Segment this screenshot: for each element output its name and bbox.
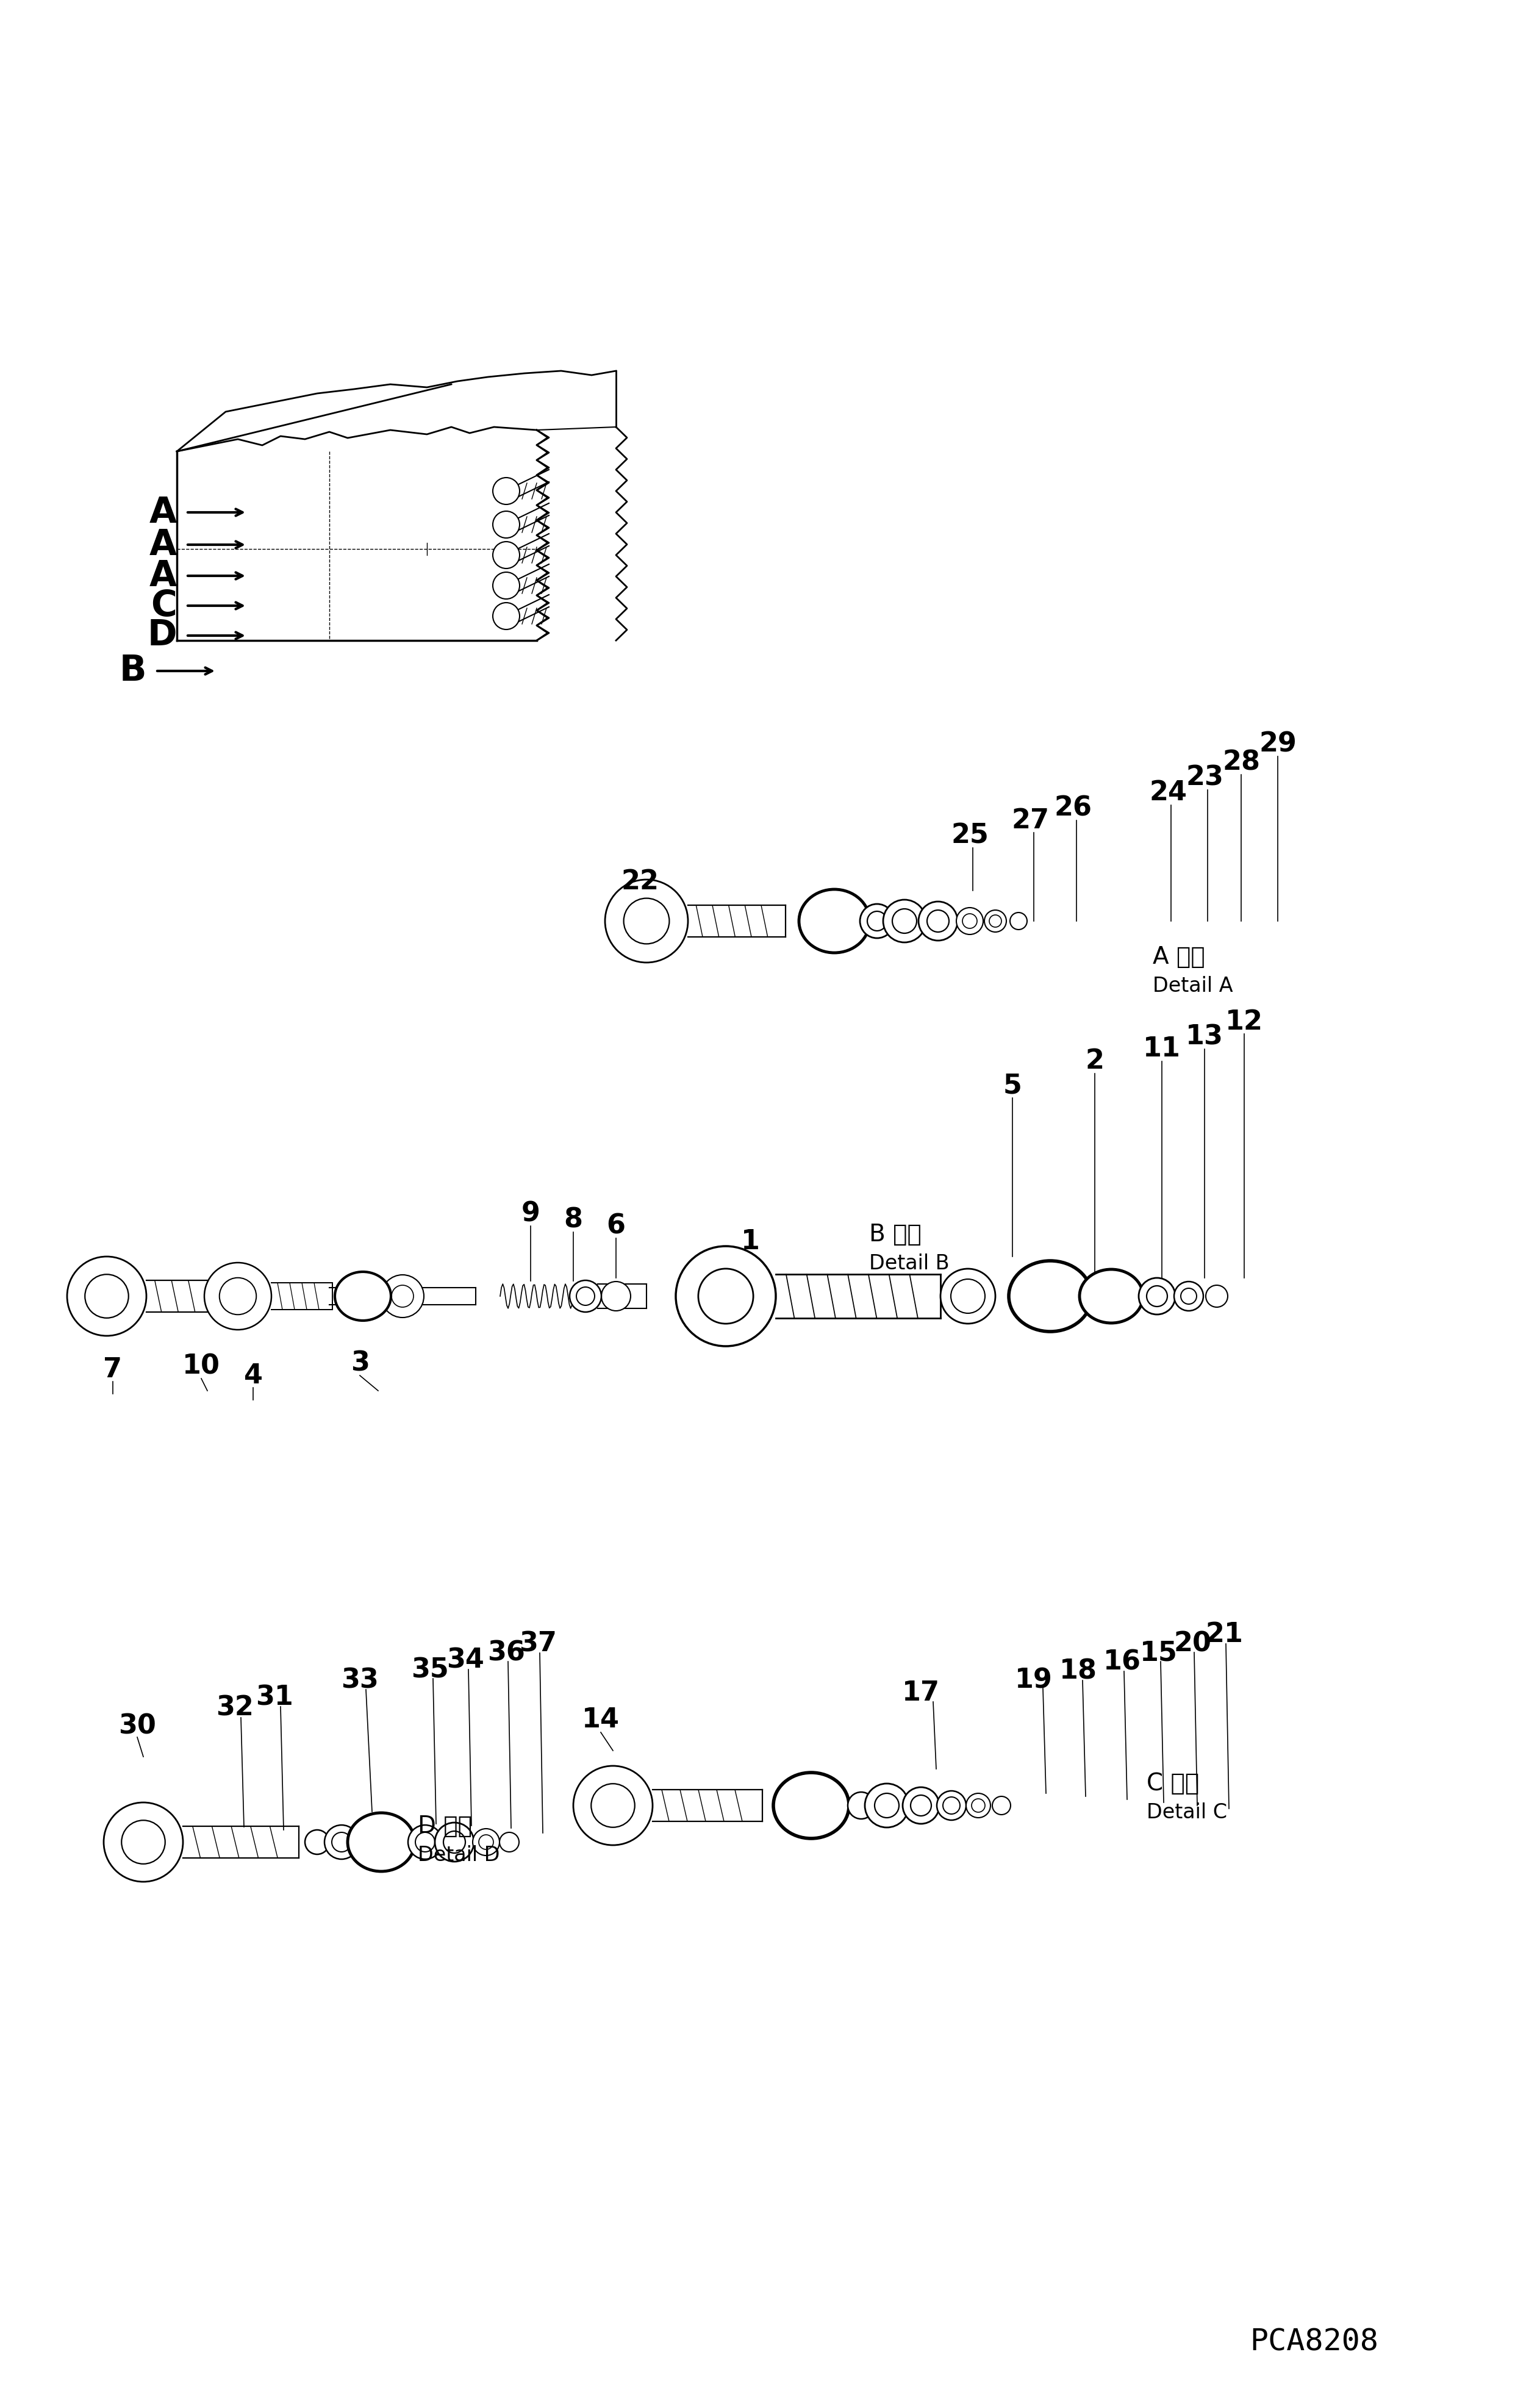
Circle shape — [205, 1262, 271, 1329]
Circle shape — [918, 902, 958, 940]
Text: 20: 20 — [1173, 1631, 1212, 1658]
Text: C 詳細: C 詳細 — [1147, 1773, 1200, 1794]
Circle shape — [676, 1245, 776, 1346]
Circle shape — [325, 1826, 359, 1859]
Circle shape — [382, 1274, 424, 1317]
Text: Detail B: Detail B — [869, 1255, 949, 1274]
Circle shape — [984, 909, 1006, 933]
Ellipse shape — [334, 1271, 391, 1319]
Text: 24: 24 — [1149, 780, 1187, 806]
Ellipse shape — [1080, 1269, 1143, 1322]
Text: 7: 7 — [103, 1355, 122, 1382]
Circle shape — [992, 1797, 1010, 1814]
Circle shape — [473, 1828, 499, 1854]
Text: Detail A: Detail A — [1153, 976, 1234, 996]
Circle shape — [493, 511, 519, 537]
Circle shape — [103, 1802, 183, 1881]
Text: 2: 2 — [1086, 1048, 1104, 1075]
Text: 16: 16 — [1103, 1648, 1141, 1675]
Circle shape — [305, 1830, 330, 1854]
Text: Detail C: Detail C — [1147, 1802, 1227, 1823]
Text: B 詳細: B 詳細 — [869, 1223, 921, 1245]
Circle shape — [865, 1782, 909, 1828]
Text: 18: 18 — [1060, 1658, 1096, 1684]
Text: 5: 5 — [1003, 1072, 1023, 1099]
Circle shape — [956, 907, 983, 936]
Circle shape — [573, 1766, 653, 1845]
Ellipse shape — [773, 1773, 849, 1838]
Text: 33: 33 — [340, 1667, 379, 1694]
Text: 6: 6 — [607, 1214, 625, 1240]
Text: 32: 32 — [216, 1694, 254, 1720]
Text: D: D — [148, 619, 177, 653]
Text: 22: 22 — [622, 868, 659, 895]
Text: 3: 3 — [351, 1351, 370, 1377]
Text: 34: 34 — [447, 1648, 484, 1675]
Text: 12: 12 — [1226, 1008, 1263, 1034]
Circle shape — [1173, 1281, 1203, 1310]
Circle shape — [847, 1792, 875, 1818]
Circle shape — [1138, 1279, 1175, 1315]
Text: 31: 31 — [256, 1684, 293, 1710]
Circle shape — [493, 542, 519, 569]
Text: 11: 11 — [1143, 1036, 1181, 1063]
Text: Detail D: Detail D — [417, 1845, 501, 1866]
Text: C: C — [151, 588, 177, 624]
Circle shape — [570, 1281, 601, 1312]
Circle shape — [493, 477, 519, 504]
Text: 36: 36 — [487, 1641, 525, 1667]
Text: 28: 28 — [1223, 748, 1260, 775]
Text: D 詳細: D 詳細 — [417, 1814, 473, 1838]
Text: 23: 23 — [1186, 765, 1223, 792]
Text: 13: 13 — [1186, 1024, 1223, 1051]
Text: 30: 30 — [119, 1713, 156, 1739]
Circle shape — [936, 1792, 966, 1821]
Text: 19: 19 — [1015, 1667, 1053, 1694]
Text: B: B — [119, 653, 146, 689]
Text: 14: 14 — [582, 1708, 619, 1732]
Circle shape — [499, 1833, 519, 1852]
Ellipse shape — [1009, 1262, 1092, 1331]
Circle shape — [408, 1826, 442, 1859]
Circle shape — [941, 1269, 995, 1324]
Text: 1: 1 — [741, 1228, 759, 1255]
Text: 9: 9 — [521, 1202, 541, 1226]
Text: 29: 29 — [1258, 732, 1297, 758]
Ellipse shape — [348, 1814, 414, 1871]
Text: 25: 25 — [950, 823, 989, 849]
Text: 10: 10 — [182, 1353, 220, 1379]
Text: A 詳細: A 詳細 — [1153, 945, 1204, 969]
Text: A: A — [149, 528, 177, 561]
Text: 15: 15 — [1140, 1641, 1178, 1667]
Text: A: A — [149, 559, 177, 593]
Circle shape — [902, 1787, 939, 1823]
Text: PCA8208: PCA8208 — [1250, 2327, 1378, 2356]
Ellipse shape — [799, 890, 870, 952]
Circle shape — [601, 1281, 631, 1310]
Circle shape — [493, 571, 519, 600]
Circle shape — [1010, 912, 1027, 928]
Circle shape — [1206, 1286, 1227, 1307]
Circle shape — [882, 900, 926, 943]
Text: 21: 21 — [1206, 1622, 1244, 1648]
Text: A: A — [149, 494, 177, 530]
Circle shape — [68, 1257, 146, 1336]
Circle shape — [434, 1823, 474, 1862]
Circle shape — [966, 1794, 990, 1818]
Circle shape — [605, 880, 688, 962]
Text: 17: 17 — [902, 1679, 939, 1706]
Circle shape — [859, 904, 895, 938]
Text: 26: 26 — [1055, 794, 1092, 820]
Text: 4: 4 — [243, 1363, 262, 1389]
Text: 35: 35 — [411, 1658, 448, 1684]
Text: 37: 37 — [519, 1631, 557, 1658]
Text: 8: 8 — [564, 1207, 582, 1233]
Text: 27: 27 — [1012, 808, 1050, 832]
Circle shape — [493, 602, 519, 629]
